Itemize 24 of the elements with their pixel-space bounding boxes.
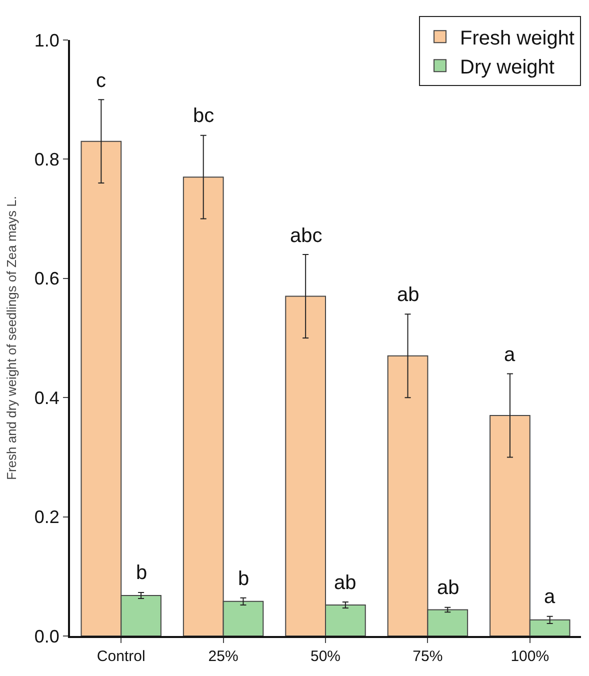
y-tick-label: 0.4 [34, 388, 60, 408]
annotation: ab [334, 572, 356, 594]
annotation: b [136, 562, 148, 584]
annotation: bc [193, 105, 214, 127]
x-tick-label: 25% [208, 648, 238, 665]
y-tick-label: 0.0 [34, 626, 60, 646]
x-tick-label: 50% [310, 648, 341, 665]
annotation: a [504, 344, 516, 366]
annotation: ab [437, 577, 460, 599]
x-tick-label: 100% [510, 648, 550, 665]
y-axis-title: Fresh and dry weight of seedlings of Zea mays L. [4, 196, 19, 480]
y-tick-label: 0.2 [34, 507, 60, 528]
annotation: abc [290, 225, 322, 247]
legend-label: Dry weight [460, 56, 555, 78]
annotation: c [96, 70, 106, 92]
x-tick-label: Control [96, 648, 146, 665]
annotation: a [544, 586, 556, 608]
y-tick-label: 1.0 [34, 30, 60, 50]
x-tick-label: 75% [412, 648, 443, 665]
legend-label: Fresh weight [460, 27, 575, 50]
annotation: b [238, 568, 250, 590]
y-tick-label: 0.6 [34, 268, 60, 289]
annotation: ab [397, 284, 420, 306]
y-tick-label: 0.8 [34, 150, 60, 170]
